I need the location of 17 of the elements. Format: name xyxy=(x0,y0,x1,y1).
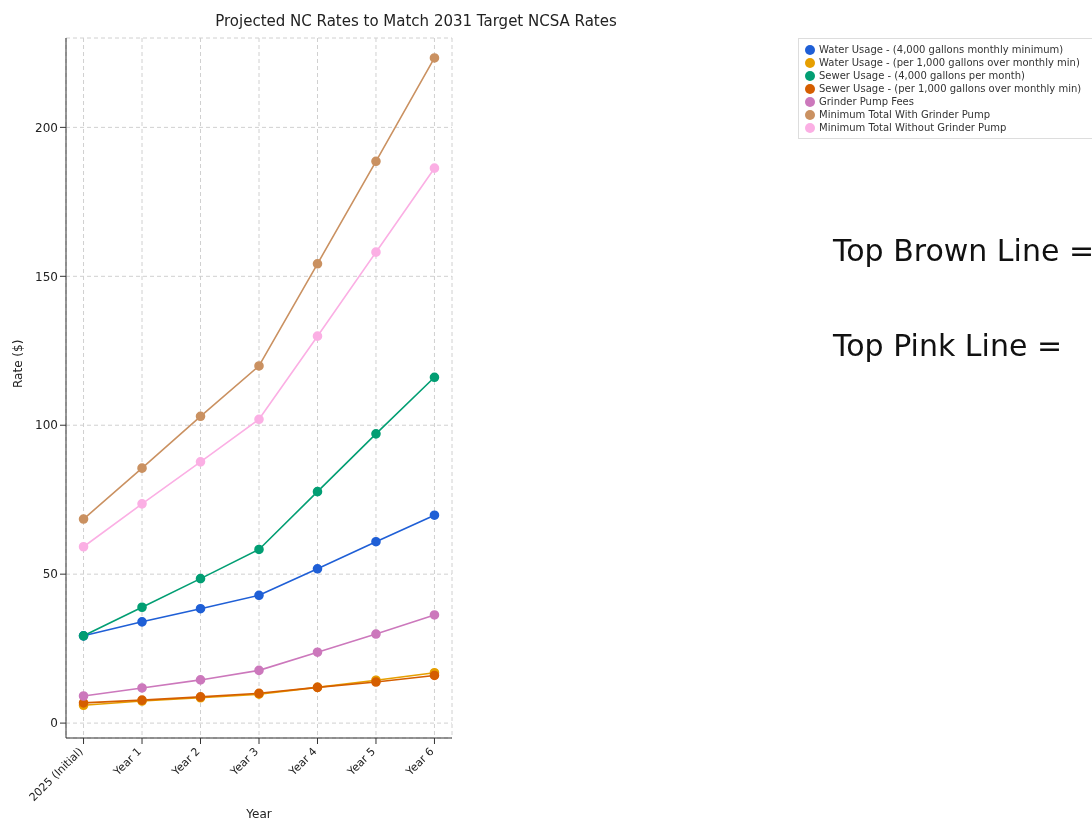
legend-label: Sewer Usage - (4,000 gallons per month) xyxy=(819,70,1025,81)
legend-label: Water Usage - (per 1,000 gallons over monthly min) xyxy=(819,57,1080,68)
y-tick-label: 200 xyxy=(35,120,58,135)
legend-label: Sewer Usage - (per 1,000 gallons over monthly min) xyxy=(819,83,1082,94)
legend-label: Minimum Total Without Grinder Pump xyxy=(819,122,1007,133)
y-tick-label: 50 xyxy=(42,567,58,582)
text: Top Pink Line = xyxy=(833,328,1063,363)
chart-title: Projected NC Rates to Match 2031 Target NCSA Rates xyxy=(214,12,618,30)
legend-label: Water Usage - (4,000 gallons monthly minimum) xyxy=(819,44,1064,55)
y-axis-title: Rate ($) xyxy=(11,339,26,388)
text: Top Brown Line = xyxy=(833,233,1092,268)
legend-label: Minimum Total With Grinder Pump xyxy=(819,109,990,120)
legend-label: Grinder Pump Fees xyxy=(819,96,914,107)
y-tick-label: 0 xyxy=(50,716,58,731)
y-tick-label: 100 xyxy=(35,418,58,433)
x-axis-title: Year xyxy=(245,807,272,821)
y-tick-label: 150 xyxy=(35,269,58,284)
